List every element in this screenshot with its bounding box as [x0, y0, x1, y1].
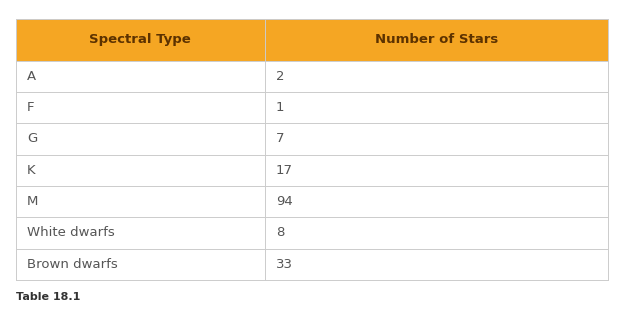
- Text: 33: 33: [276, 258, 293, 271]
- Bar: [265, 123, 608, 155]
- Text: A: A: [27, 70, 36, 83]
- Bar: [16, 155, 265, 186]
- Text: Brown dwarfs: Brown dwarfs: [27, 258, 117, 271]
- Text: 1: 1: [276, 101, 285, 114]
- Bar: [16, 186, 265, 217]
- Text: 7: 7: [276, 132, 285, 146]
- Text: K: K: [27, 164, 36, 177]
- Bar: [265, 155, 608, 186]
- Text: White dwarfs: White dwarfs: [27, 226, 115, 239]
- Bar: [265, 186, 608, 217]
- Bar: [265, 217, 608, 248]
- Bar: [16, 123, 265, 155]
- Bar: [16, 19, 265, 61]
- Bar: [16, 248, 265, 280]
- Text: 8: 8: [276, 226, 284, 239]
- Bar: [265, 92, 608, 123]
- Text: 94: 94: [276, 195, 293, 208]
- Text: Table 18.1: Table 18.1: [16, 292, 80, 302]
- Bar: [16, 217, 265, 248]
- Bar: [16, 92, 265, 123]
- Text: M: M: [27, 195, 38, 208]
- Bar: [265, 248, 608, 280]
- Text: G: G: [27, 132, 37, 146]
- Bar: [265, 19, 608, 61]
- Text: 2: 2: [276, 70, 285, 83]
- Bar: [16, 61, 265, 92]
- Bar: [265, 61, 608, 92]
- Text: F: F: [27, 101, 34, 114]
- Text: 17: 17: [276, 164, 293, 177]
- Text: Spectral Type: Spectral Type: [89, 33, 191, 46]
- Text: Number of Stars: Number of Stars: [375, 33, 498, 46]
